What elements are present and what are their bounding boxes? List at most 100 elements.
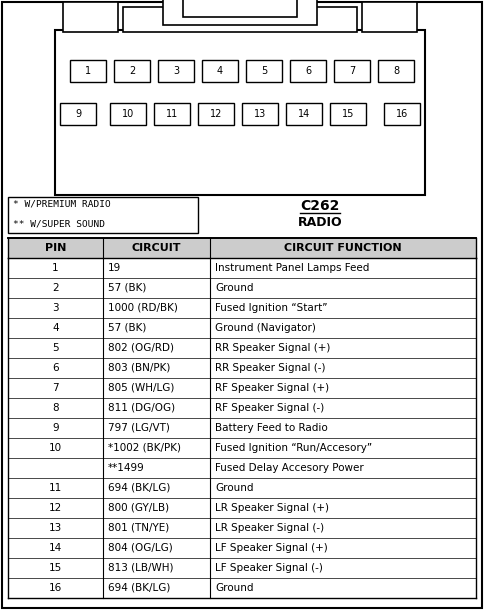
Text: 57 (BK): 57 (BK) [108,323,146,333]
Text: 13: 13 [254,109,266,119]
Text: 803 (BN/PK): 803 (BN/PK) [108,363,170,373]
Text: 10: 10 [122,109,134,119]
Text: 9: 9 [75,109,81,119]
Text: 16: 16 [396,109,408,119]
Text: 813 (LB/WH): 813 (LB/WH) [108,563,173,573]
Text: *1002 (BK/PK): *1002 (BK/PK) [108,443,181,453]
Text: 7: 7 [349,66,355,76]
Bar [8,278,476,298]
Bar [8,338,476,358]
Text: LF Speaker Signal (+): LF Speaker Signal (+) [215,543,328,553]
Bar [114,60,150,82]
Bar [8,238,476,258]
Bar [8,498,476,518]
Text: RR Speaker Signal (-): RR Speaker Signal (-) [215,363,326,373]
Bar [8,197,198,233]
Text: 4: 4 [52,323,59,333]
Text: 805 (WH/LG): 805 (WH/LG) [108,383,174,393]
Text: Ground: Ground [215,483,254,493]
Text: 694 (BK/LG): 694 (BK/LG) [108,583,170,593]
Bar [290,60,326,82]
Bar [8,538,476,558]
Text: 2: 2 [129,66,135,76]
Bar [8,398,476,418]
Text: 12: 12 [49,503,62,513]
Text: Fused Ignition “Start”: Fused Ignition “Start” [215,303,328,313]
Text: RF Speaker Signal (-): RF Speaker Signal (-) [215,403,324,413]
Text: 5: 5 [261,66,267,76]
Text: 800 (GY/LB): 800 (GY/LB) [108,503,169,513]
Bar [8,458,476,478]
Text: 7: 7 [52,383,59,393]
Text: * W/PREMIUM RADIO: * W/PREMIUM RADIO [13,199,111,209]
Text: Fused Ignition “Run/Accesory”: Fused Ignition “Run/Accesory” [215,443,372,453]
Text: CIRCUIT FUNCTION: CIRCUIT FUNCTION [284,243,402,253]
Text: 10: 10 [49,443,62,453]
Bar [8,478,476,498]
Text: 6: 6 [52,363,59,373]
Text: 57 (BK): 57 (BK) [108,283,146,293]
Text: RADIO: RADIO [298,217,342,229]
Text: Ground: Ground [215,583,254,593]
Text: 16: 16 [49,583,62,593]
Bar [330,103,366,125]
Text: ** W/SUPER SOUND: ** W/SUPER SOUND [13,220,105,229]
Text: 5: 5 [52,343,59,353]
Text: 3: 3 [52,303,59,313]
Text: 797 (LG/VT): 797 (LG/VT) [108,423,170,433]
Text: 11: 11 [166,109,178,119]
Bar [8,298,476,318]
Bar [202,60,238,82]
Bar [242,103,278,125]
Bar [8,418,476,438]
Bar [8,358,476,378]
Text: C262: C262 [300,199,340,213]
Text: 14: 14 [49,543,62,553]
Text: 19: 19 [108,263,121,273]
Text: 1000 (RD/BK): 1000 (RD/BK) [108,303,178,313]
Text: RF Speaker Signal (+): RF Speaker Signal (+) [215,383,329,393]
Bar [334,60,370,82]
Text: 14: 14 [298,109,310,119]
Bar [384,103,420,125]
Bar [378,60,414,82]
Bar [70,60,106,82]
Text: RR Speaker Signal (+): RR Speaker Signal (+) [215,343,331,353]
Text: 4: 4 [217,66,223,76]
Bar [8,518,476,538]
Text: 804 (OG/LG): 804 (OG/LG) [108,543,173,553]
Bar [55,30,425,195]
Bar [183,0,297,17]
Bar [8,438,476,458]
Bar [286,103,322,125]
Bar [110,103,146,125]
Text: Ground: Ground [215,283,254,293]
Text: 15: 15 [49,563,62,573]
Bar [60,103,96,125]
Text: CIRCUIT: CIRCUIT [132,243,181,253]
Text: 1: 1 [52,263,59,273]
Bar [8,578,476,598]
Text: 9: 9 [52,423,59,433]
Bar [163,0,317,25]
Bar [198,103,234,125]
Text: Instrument Panel Lamps Feed: Instrument Panel Lamps Feed [215,263,369,273]
Bar [362,2,417,32]
Bar [8,318,476,338]
Text: Fused Delay Accesory Power: Fused Delay Accesory Power [215,463,364,473]
Text: **1499: **1499 [108,463,145,473]
Text: 3: 3 [173,66,179,76]
Text: 15: 15 [342,109,354,119]
Text: 1: 1 [85,66,91,76]
Text: 13: 13 [49,523,62,533]
Text: 6: 6 [305,66,311,76]
Bar [8,558,476,578]
Text: LR Speaker Signal (-): LR Speaker Signal (-) [215,523,324,533]
Bar [154,103,190,125]
Text: PIN: PIN [45,243,66,253]
Text: 8: 8 [393,66,399,76]
Bar [63,2,118,32]
Bar [8,378,476,398]
Text: 694 (BK/LG): 694 (BK/LG) [108,483,170,493]
Text: 12: 12 [210,109,222,119]
